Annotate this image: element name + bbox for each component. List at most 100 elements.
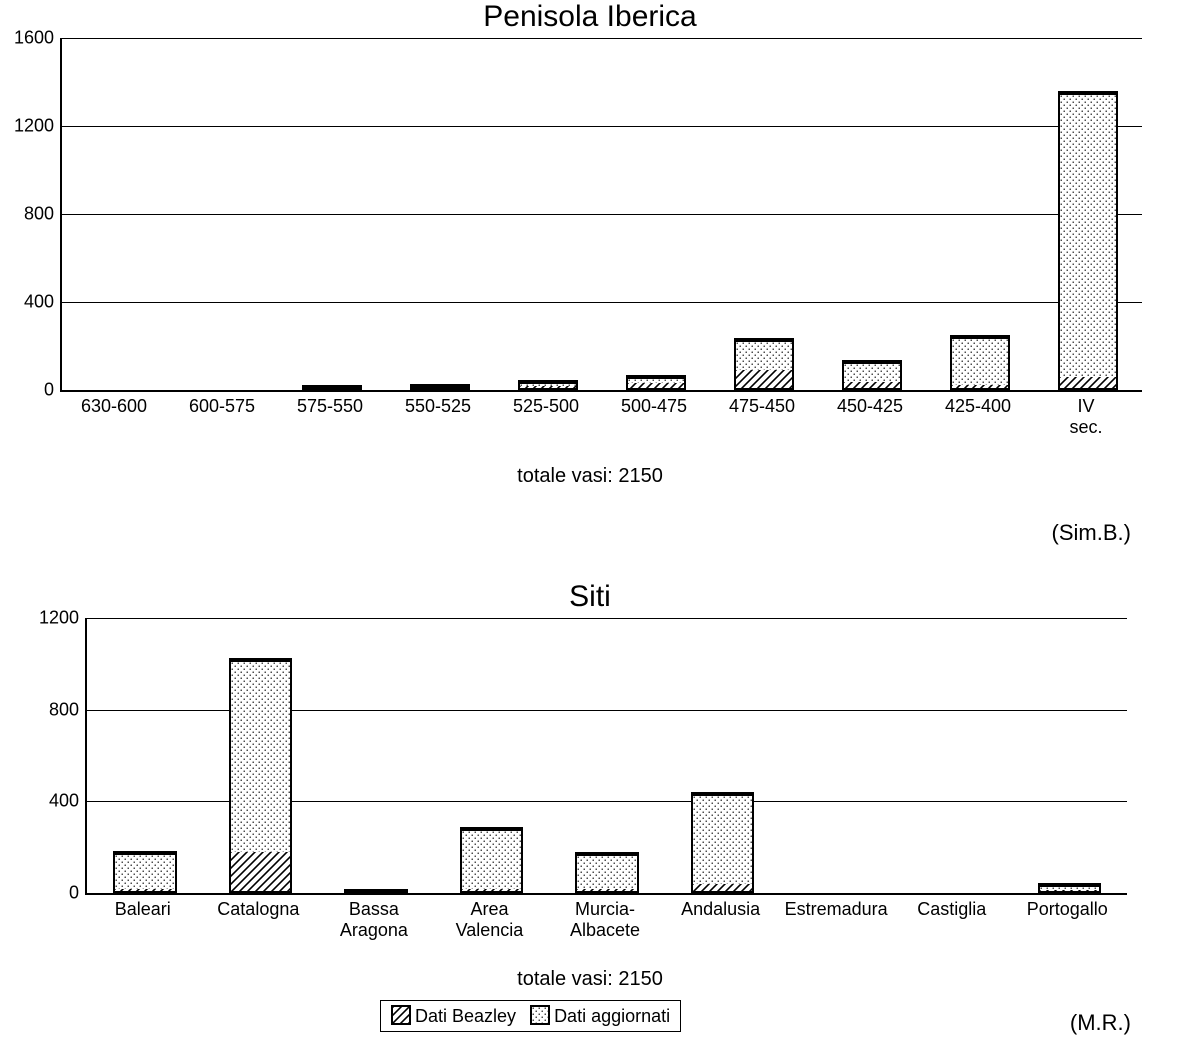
bar-segment-dati-aggiornati — [693, 794, 753, 884]
plot-wrapper: 040080012001600 — [60, 38, 1140, 390]
legend-item: Dati aggiornati — [530, 1005, 670, 1027]
plot-area: 040080012001600 — [60, 38, 1142, 392]
xtick-label: 475-450 — [708, 390, 816, 437]
attribution: (Sim.B.) — [1052, 520, 1131, 546]
bar-segment-dati-aggiornati — [844, 362, 899, 382]
bar-slot — [170, 38, 278, 390]
ytick-label: 800 — [49, 699, 87, 720]
ytick-label: 800 — [24, 204, 62, 225]
xtick-label: Area Valencia — [432, 893, 548, 940]
bar-segment-dati-beazley — [520, 386, 575, 388]
xtick-row: 630-600600-575575-550550-525525-500500-4… — [60, 390, 1140, 437]
bar — [229, 658, 293, 893]
bar-slot — [87, 618, 203, 893]
bar — [410, 384, 469, 390]
plot-wrapper: 04008001200 — [85, 618, 1125, 893]
xtick-label: Bassa Aragona — [316, 893, 432, 940]
bar-segment-dati-beazley — [693, 884, 753, 891]
bar — [302, 385, 361, 390]
xtick-label: 525-500 — [492, 390, 600, 437]
bar — [734, 338, 793, 390]
bar-slot — [203, 618, 319, 893]
bar-segment-dati-aggiornati — [231, 660, 291, 851]
xtick-row: BaleariCatalognaBassa AragonaArea Valenc… — [85, 893, 1125, 940]
ytick-label: 0 — [69, 883, 87, 904]
bar-slot — [386, 38, 494, 390]
bar-segment-dati-aggiornati — [462, 829, 522, 889]
xtick-label: 575-550 — [276, 390, 384, 437]
xtick-label: Baleari — [85, 893, 201, 940]
bar — [460, 827, 524, 893]
bar — [575, 852, 639, 893]
bar-slot — [278, 38, 386, 390]
legend-label: Dati Beazley — [415, 1006, 516, 1026]
bar — [518, 380, 577, 390]
chart-title: Siti — [10, 580, 1170, 614]
bar-segment-dati-aggiornati — [1060, 93, 1115, 377]
chart-caption: totale vasi: 2150 — [10, 465, 1170, 488]
bar-slot — [1012, 618, 1128, 893]
bar-slot — [896, 618, 1012, 893]
bars-row — [87, 618, 1127, 893]
bar-slot — [602, 38, 710, 390]
chart-bottom: Siti04008001200BaleariCatalognaBassa Ara… — [10, 580, 1170, 991]
bar — [113, 851, 177, 893]
bar-slot — [62, 38, 170, 390]
chart-top: Penisola Iberica040080012001600630-60060… — [10, 0, 1170, 488]
bar-slot — [318, 618, 434, 893]
legend-swatch — [530, 1005, 550, 1025]
ytick-label: 1200 — [39, 608, 87, 629]
xtick-label: 500-475 — [600, 390, 708, 437]
bar — [344, 889, 408, 893]
xtick-label: 450-425 — [816, 390, 924, 437]
ytick-label: 0 — [44, 380, 62, 401]
bar-segment-dati-beazley — [736, 370, 791, 388]
legend-label: Dati aggiornati — [554, 1006, 670, 1026]
bar — [842, 360, 901, 390]
xtick-label: Catalogna — [201, 893, 317, 940]
ytick-label: 1600 — [14, 28, 62, 49]
bar-segment-dati-beazley — [844, 382, 899, 388]
bar-segment-dati-beazley — [115, 889, 175, 891]
xtick-label: 600-575 — [168, 390, 276, 437]
bar — [1058, 91, 1117, 390]
bar-slot — [818, 38, 926, 390]
bar-slot — [710, 38, 818, 390]
bar-segment-dati-beazley — [1040, 890, 1100, 891]
xtick-label: 630-600 — [60, 390, 168, 437]
bar — [691, 792, 755, 893]
xtick-label: Andalusia — [663, 893, 779, 940]
bar-segment-dati-beazley — [577, 889, 637, 891]
page-root: Penisola Iberica040080012001600630-60060… — [0, 0, 1191, 1054]
chart-caption: totale vasi: 2150 — [10, 968, 1170, 991]
bar-slot — [926, 38, 1034, 390]
xtick-label: Castiglia — [894, 893, 1010, 940]
bar-segment-dati-beazley — [628, 383, 683, 388]
ytick-label: 400 — [49, 791, 87, 812]
ytick-label: 400 — [24, 292, 62, 313]
bars-row — [62, 38, 1142, 390]
bar-segment-dati-aggiornati — [577, 854, 637, 889]
xtick-label: Portogallo — [1010, 893, 1126, 940]
chart-title: Penisola Iberica — [10, 0, 1170, 34]
xtick-label: Murcia-Albacete — [547, 893, 663, 940]
plot-area: 04008001200 — [85, 618, 1127, 895]
bar-slot — [434, 618, 550, 893]
bar-segment-dati-aggiornati — [115, 853, 175, 889]
bar-segment-dati-beazley — [231, 852, 291, 891]
bar — [1038, 883, 1102, 893]
bar-segment-dati-aggiornati — [304, 386, 359, 388]
xtick-label: IV sec. — [1032, 390, 1140, 437]
legend: Dati Beazley Dati aggiornati — [380, 1000, 681, 1032]
bar — [950, 335, 1009, 390]
legend-item: Dati Beazley — [391, 1005, 516, 1027]
bar-slot — [665, 618, 781, 893]
bar-segment-dati-aggiornati — [736, 340, 791, 369]
xtick-label: Estremadura — [778, 893, 894, 940]
bar-slot — [1034, 38, 1142, 390]
attribution: (M.R.) — [1070, 1010, 1131, 1036]
ytick-label: 1200 — [14, 116, 62, 137]
bar-segment-dati-beazley — [1060, 377, 1115, 388]
bar — [626, 375, 685, 390]
legend-swatch — [391, 1005, 411, 1025]
